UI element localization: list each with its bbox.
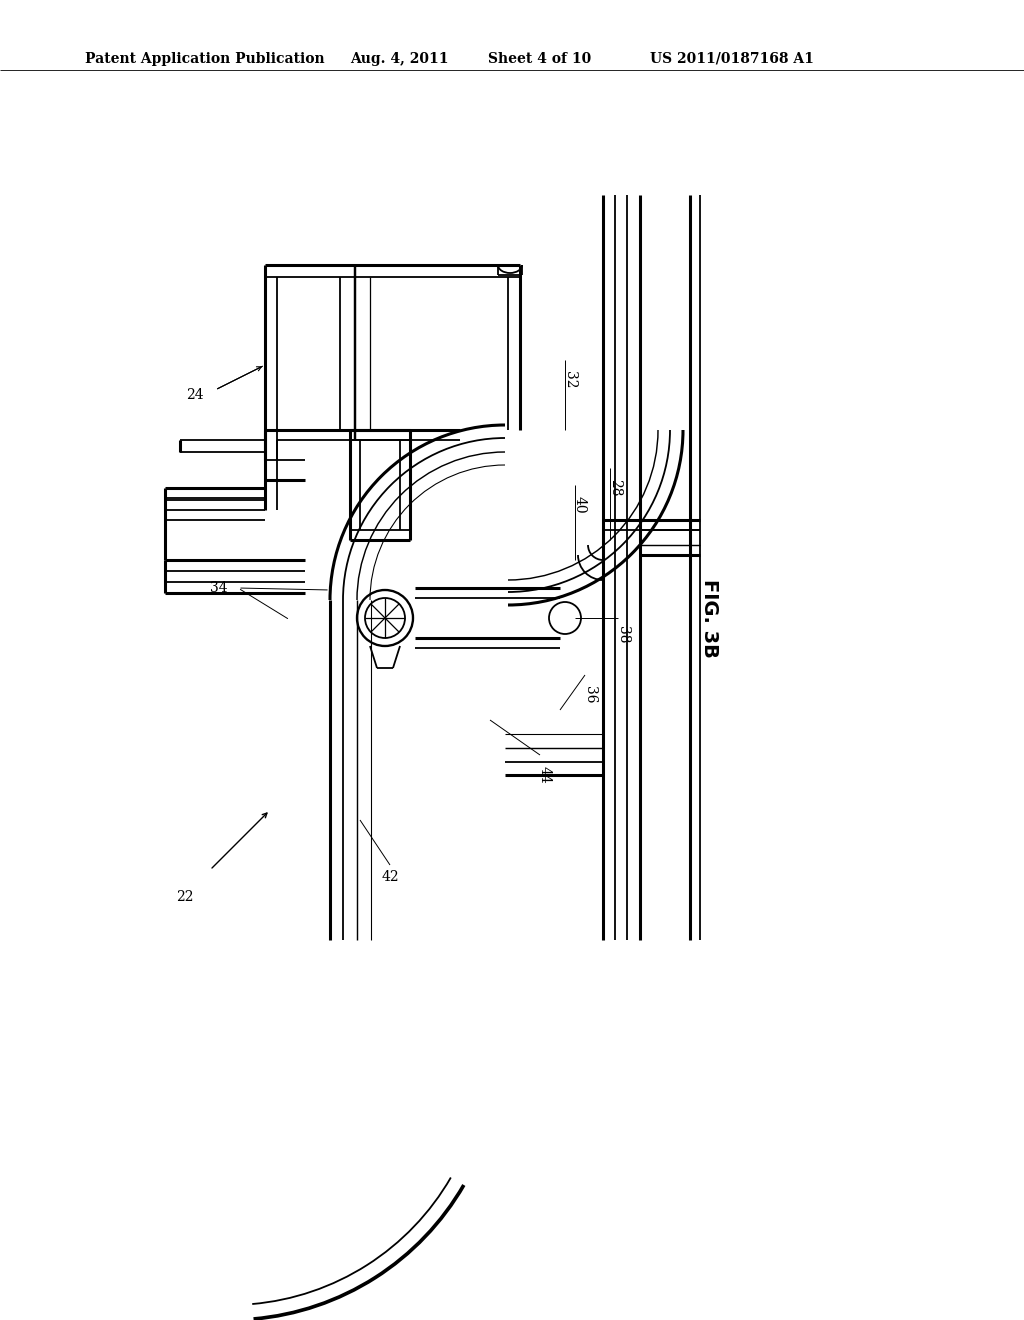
- Text: Sheet 4 of 10: Sheet 4 of 10: [488, 51, 591, 66]
- Text: 36: 36: [583, 686, 597, 704]
- Text: Aug. 4, 2011: Aug. 4, 2011: [350, 51, 449, 66]
- Text: 44: 44: [538, 766, 552, 784]
- Text: 24: 24: [186, 388, 204, 403]
- Text: 38: 38: [616, 626, 630, 644]
- Text: 34: 34: [210, 581, 228, 595]
- Text: US 2011/0187168 A1: US 2011/0187168 A1: [650, 51, 814, 66]
- Text: FIG. 3B: FIG. 3B: [700, 578, 720, 657]
- Text: 22: 22: [176, 890, 194, 904]
- Text: 28: 28: [608, 479, 622, 496]
- Text: Patent Application Publication: Patent Application Publication: [85, 51, 325, 66]
- Text: 40: 40: [573, 496, 587, 513]
- Text: 42: 42: [381, 870, 398, 884]
- Text: 32: 32: [563, 371, 577, 389]
